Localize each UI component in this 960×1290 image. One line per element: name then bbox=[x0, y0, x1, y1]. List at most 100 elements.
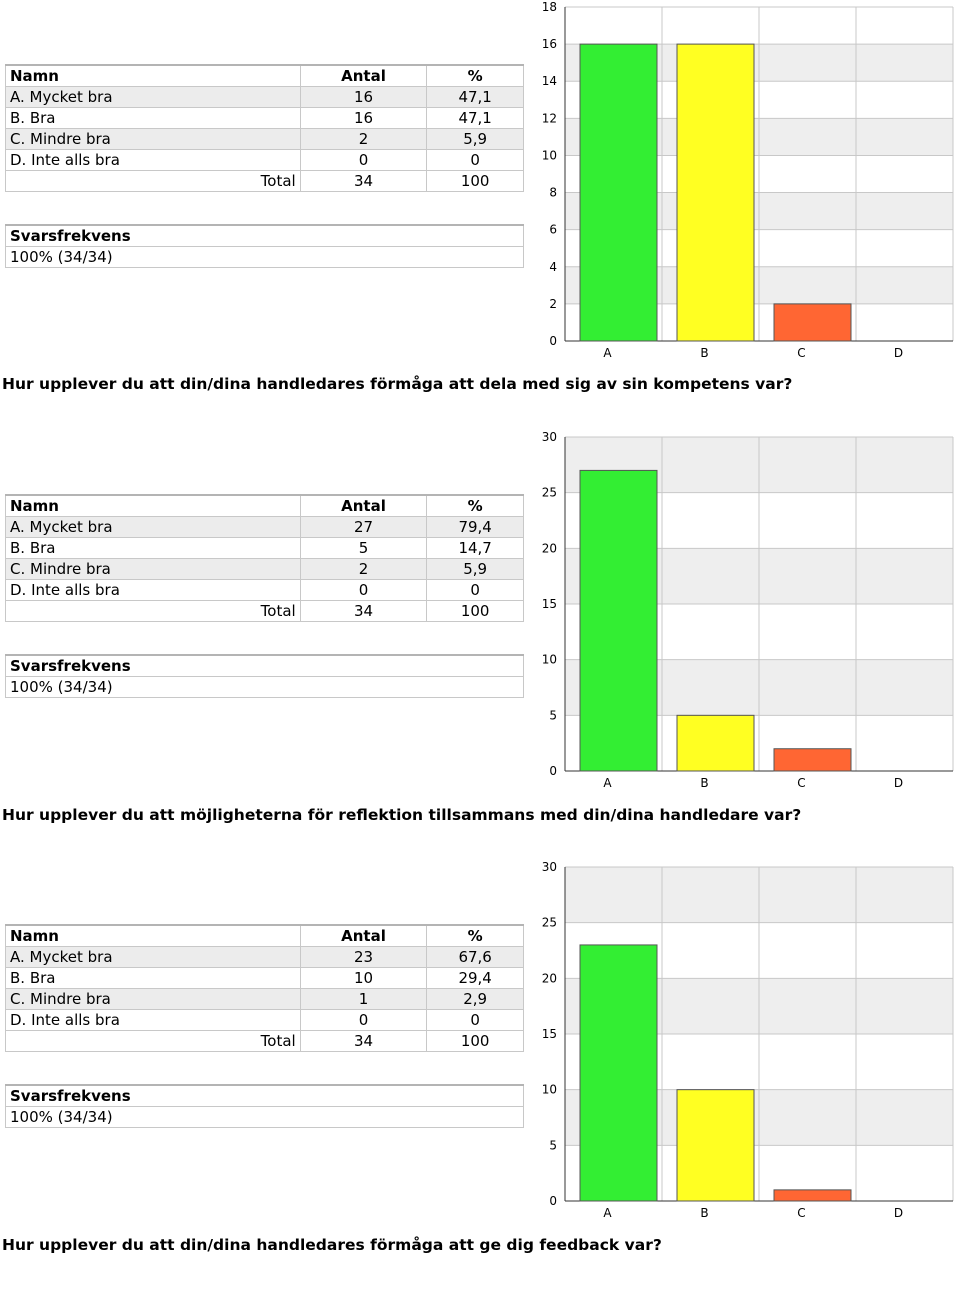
question-text: Hur upplever du att din/dina handledares… bbox=[2, 1236, 662, 1254]
header-percent: % bbox=[426, 494, 524, 517]
row-percent: 2,9 bbox=[426, 988, 524, 1010]
row-name: C. Mindre bra bbox=[5, 988, 301, 1010]
header-name: Namn bbox=[5, 494, 301, 517]
table-header-row: Namn Antal % bbox=[5, 64, 524, 87]
row-percent: 79,4 bbox=[426, 516, 524, 538]
row-percent: 0 bbox=[426, 149, 524, 171]
y-tick-label: 16 bbox=[542, 37, 557, 51]
row-count: 16 bbox=[299, 107, 428, 129]
x-tick-label: D bbox=[894, 776, 903, 790]
row-count: 0 bbox=[299, 1009, 428, 1031]
response-rate-value: 100% (34/34) bbox=[5, 1106, 524, 1128]
table-row: B. Bra 16 47,1 bbox=[5, 107, 524, 129]
table-row: C. Mindre bra 2 5,9 bbox=[5, 128, 524, 150]
total-row: Total 34 100 bbox=[5, 170, 524, 192]
response-rate-table: Svarsfrekvens 100% (34/34) bbox=[5, 654, 524, 698]
y-tick-label: 30 bbox=[542, 430, 557, 444]
header-percent: % bbox=[426, 924, 524, 947]
row-name: C. Mindre bra bbox=[5, 128, 301, 150]
table-row: A. Mycket bra 27 79,4 bbox=[5, 516, 524, 538]
y-tick-label: 18 bbox=[542, 0, 557, 14]
y-tick-label: 20 bbox=[542, 541, 557, 555]
bar-b bbox=[676, 1089, 755, 1202]
x-tick-label: B bbox=[700, 776, 708, 790]
header-name: Namn bbox=[5, 64, 301, 87]
result-block-3: Namn Antal % A. Mycket bra 23 67,6 B. Br… bbox=[0, 860, 960, 1290]
total-row: Total 34 100 bbox=[5, 600, 524, 622]
results-table: Namn Antal % A. Mycket bra 23 67,6 B. Br… bbox=[5, 924, 524, 1052]
response-rate-label: Svarsfrekvens bbox=[5, 224, 524, 247]
row-name: A. Mycket bra bbox=[5, 516, 301, 538]
y-tick-label: 8 bbox=[549, 186, 557, 200]
bar-b bbox=[676, 714, 755, 772]
row-name: B. Bra bbox=[5, 967, 301, 989]
row-percent: 47,1 bbox=[426, 107, 524, 129]
total-percent: 100 bbox=[426, 1030, 524, 1052]
response-rate-value: 100% (34/34) bbox=[5, 676, 524, 698]
row-count: 1 bbox=[299, 988, 428, 1010]
bar-chart: 0 5 10 15 20 25 30 A B C D bbox=[542, 860, 954, 1220]
row-percent: 0 bbox=[426, 579, 524, 601]
x-tick-label: C bbox=[797, 346, 805, 360]
row-name: A. Mycket bra bbox=[5, 946, 301, 968]
x-tick-label: D bbox=[894, 1206, 903, 1220]
y-tick-label: 4 bbox=[549, 260, 557, 274]
response-rate-table: Svarsfrekvens 100% (34/34) bbox=[5, 224, 524, 268]
response-rate-label: Svarsfrekvens bbox=[5, 1084, 524, 1107]
table-row: C. Mindre bra 2 5,9 bbox=[5, 558, 524, 580]
row-count: 2 bbox=[299, 558, 428, 580]
row-percent: 67,6 bbox=[426, 946, 524, 968]
y-tick-label: 25 bbox=[542, 486, 557, 500]
header-name: Namn bbox=[5, 924, 301, 947]
response-rate-value: 100% (34/34) bbox=[5, 246, 524, 268]
y-tick-label: 15 bbox=[542, 597, 557, 611]
y-tick-label: 5 bbox=[549, 1138, 557, 1152]
result-block-2: Namn Antal % A. Mycket bra 27 79,4 B. Br… bbox=[0, 430, 960, 860]
total-percent: 100 bbox=[426, 170, 524, 192]
table-row: D. Inte alls bra 0 0 bbox=[5, 1009, 524, 1031]
x-tick-label: D bbox=[894, 346, 903, 360]
x-tick-label: B bbox=[700, 1206, 708, 1220]
x-tick-label: A bbox=[603, 346, 612, 360]
row-percent: 29,4 bbox=[426, 967, 524, 989]
y-tick-label: 14 bbox=[542, 74, 557, 88]
row-name: D. Inte alls bra bbox=[5, 579, 301, 601]
row-count: 0 bbox=[299, 149, 428, 171]
row-count: 16 bbox=[299, 86, 428, 108]
y-tick-label: 10 bbox=[542, 653, 557, 667]
row-percent: 14,7 bbox=[426, 537, 524, 559]
header-count: Antal bbox=[299, 924, 428, 947]
bar-chart: 0 5 10 15 20 25 30 A B C D bbox=[542, 430, 954, 790]
y-tick-label: 2 bbox=[549, 297, 557, 311]
row-percent: 5,9 bbox=[426, 128, 524, 150]
y-tick-label: 0 bbox=[549, 1194, 557, 1208]
y-tick-label: 6 bbox=[549, 223, 557, 237]
table-row: A. Mycket bra 23 67,6 bbox=[5, 946, 524, 968]
x-tick-label: A bbox=[603, 776, 612, 790]
y-tick-label: 20 bbox=[542, 971, 557, 985]
y-tick-label: 25 bbox=[542, 916, 557, 930]
header-count: Antal bbox=[299, 494, 428, 517]
x-tick-label: A bbox=[603, 1206, 612, 1220]
y-tick-label: 12 bbox=[542, 111, 557, 125]
table-row: D. Inte alls bra 0 0 bbox=[5, 149, 524, 171]
row-name: A. Mycket bra bbox=[5, 86, 301, 108]
bar-chart: 0 2 4 6 8 10 12 14 16 18 A B C D bbox=[542, 0, 954, 360]
row-count: 23 bbox=[299, 946, 428, 968]
results-table: Namn Antal % A. Mycket bra 16 47,1 B. Br… bbox=[5, 64, 524, 192]
total-percent: 100 bbox=[426, 600, 524, 622]
x-tick-label: C bbox=[797, 776, 805, 790]
total-label: Total bbox=[5, 170, 301, 192]
row-name: B. Bra bbox=[5, 107, 301, 129]
response-rate-table: Svarsfrekvens 100% (34/34) bbox=[5, 1084, 524, 1128]
header-percent: % bbox=[426, 64, 524, 87]
row-name: B. Bra bbox=[5, 537, 301, 559]
table-row: B. Bra 10 29,4 bbox=[5, 967, 524, 989]
bar-c bbox=[773, 303, 852, 342]
row-percent: 0 bbox=[426, 1009, 524, 1031]
row-count: 5 bbox=[299, 537, 428, 559]
y-tick-label: 10 bbox=[542, 1083, 557, 1097]
results-table: Namn Antal % A. Mycket bra 27 79,4 B. Br… bbox=[5, 494, 524, 622]
total-label: Total bbox=[5, 1030, 301, 1052]
row-percent: 5,9 bbox=[426, 558, 524, 580]
